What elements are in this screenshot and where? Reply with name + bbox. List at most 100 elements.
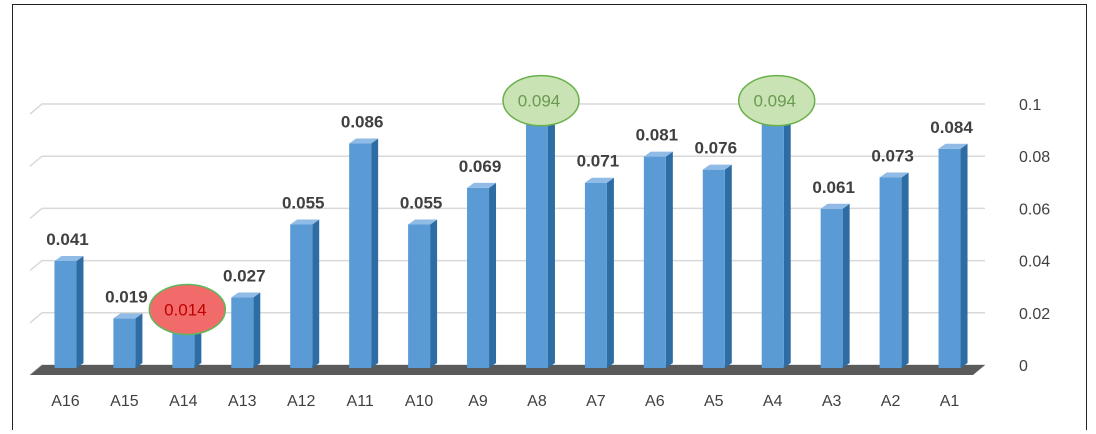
chart-frame (12, 4, 1087, 430)
bar-side (606, 177, 614, 368)
bar-top (231, 292, 261, 298)
x-tick-label: A8 (527, 393, 547, 410)
bar (467, 182, 497, 368)
data-label: 0.081 (636, 126, 679, 145)
data-label: 0.061 (812, 178, 855, 197)
data-label: 0.041 (46, 230, 89, 249)
bar-top (54, 255, 84, 261)
bar-top (643, 151, 673, 157)
bar-side (430, 219, 438, 368)
bar (231, 292, 261, 368)
bar-side (135, 313, 143, 368)
x-tick-label: A10 (405, 393, 434, 410)
data-label: 0.069 (459, 157, 502, 176)
bar-side (489, 182, 497, 368)
bar-side (253, 292, 261, 368)
y-tick-label: 0.1 (1019, 97, 1041, 114)
bar (938, 143, 968, 368)
data-label: 0.055 (282, 193, 325, 212)
bar-top (349, 138, 379, 144)
x-tick-label: A15 (110, 393, 139, 410)
bar (702, 164, 732, 368)
bar-side (312, 219, 320, 368)
min-highlight (148, 283, 227, 336)
bar-top (702, 164, 732, 170)
bar (113, 313, 143, 368)
bar-front (761, 122, 784, 368)
x-tick-label: A6 (645, 393, 665, 410)
chart-floor (30, 365, 985, 375)
x-tick-label: A9 (468, 393, 488, 410)
bar (408, 219, 438, 368)
x-tick-label: A7 (586, 393, 606, 410)
x-tick-label: A13 (228, 393, 257, 410)
bar-front (172, 331, 195, 368)
bar-top (938, 143, 968, 149)
bar-top (584, 177, 614, 183)
y-tick-label: 0.02 (1019, 306, 1050, 323)
bar-front (467, 187, 490, 368)
bar-side (665, 151, 673, 368)
bar-side (76, 255, 84, 368)
bar-front (290, 224, 313, 368)
data-label: 0.055 (400, 193, 443, 212)
bar-front (643, 156, 666, 368)
bar-top (467, 182, 497, 188)
data-label: 0.086 (341, 113, 384, 132)
bar-side (547, 117, 555, 368)
bar-front (231, 297, 254, 368)
bar-side (724, 164, 732, 368)
data-label: 0.014 (164, 300, 207, 319)
bar-front (879, 177, 902, 368)
bar (54, 255, 84, 368)
max-highlight (737, 74, 816, 127)
bar-side (371, 138, 379, 368)
x-tick-label: A2 (881, 393, 901, 410)
x-tick-label: A4 (763, 393, 783, 410)
bar-side (842, 203, 850, 368)
gridline (29, 103, 985, 115)
gridline (29, 155, 985, 167)
x-tick-label: A3 (822, 393, 842, 410)
data-label: 0.094 (518, 92, 561, 111)
bar-side (960, 143, 968, 368)
bar (820, 203, 850, 368)
bar (643, 151, 673, 368)
bar (879, 172, 909, 368)
bar-front (938, 148, 961, 368)
bar-top (879, 172, 909, 178)
bar-front (113, 318, 136, 368)
bar-front (54, 260, 77, 368)
data-label: 0.071 (577, 152, 620, 171)
y-tick-label: 0.06 (1019, 201, 1050, 218)
data-label: 0.094 (753, 92, 796, 111)
data-label: 0.027 (223, 267, 266, 286)
bar (290, 219, 320, 368)
data-label: 0.076 (695, 139, 738, 158)
bar-front (820, 208, 843, 368)
data-label: 0.019 (105, 287, 148, 306)
bar-front (702, 169, 725, 368)
x-tick-label: A16 (51, 393, 80, 410)
data-label: 0.084 (930, 118, 973, 137)
data-label: 0.073 (871, 146, 914, 165)
y-tick-label: 0 (1019, 358, 1028, 375)
bar-front (349, 143, 372, 368)
bar-front (408, 224, 431, 368)
bar-top (408, 219, 438, 225)
x-tick-label: A14 (169, 393, 198, 410)
y-tick-label: 0.08 (1019, 149, 1050, 166)
x-tick-label: A5 (704, 393, 724, 410)
bar-top (113, 313, 143, 319)
bar-top (290, 219, 320, 225)
bar-side (783, 117, 791, 368)
bar (761, 117, 791, 368)
bar-top (820, 203, 850, 209)
bar-front (584, 182, 607, 368)
bar-front (525, 122, 548, 368)
bar-side (194, 326, 202, 368)
bar (525, 117, 555, 368)
bar-side (901, 172, 909, 368)
x-tick-label: A12 (287, 393, 316, 410)
